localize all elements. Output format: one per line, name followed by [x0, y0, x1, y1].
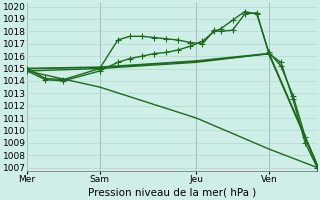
X-axis label: Pression niveau de la mer( hPa ): Pression niveau de la mer( hPa )	[88, 187, 256, 197]
